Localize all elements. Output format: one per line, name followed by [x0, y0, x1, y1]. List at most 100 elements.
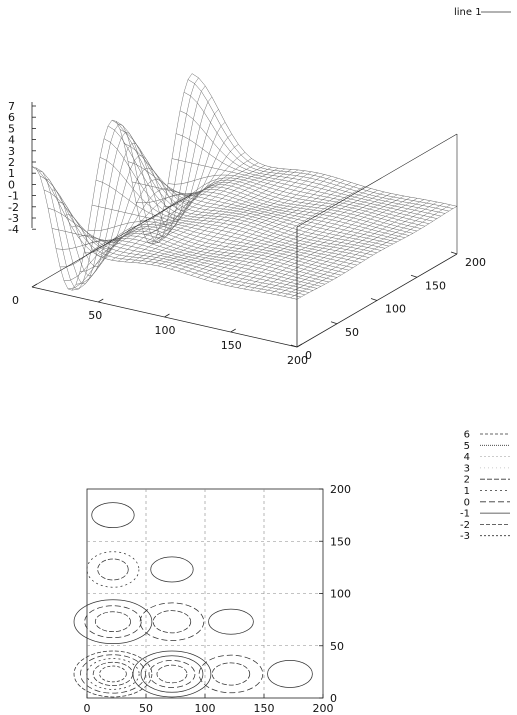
surface-mesh-line — [91, 158, 252, 252]
z-tick-label: 5 — [8, 122, 15, 135]
z-tick-label: -3 — [8, 212, 19, 225]
surface-mesh — [31, 73, 458, 300]
legend-label: -2 — [460, 520, 470, 531]
surface-mesh-line — [283, 203, 444, 297]
surface-plot: line 1 05010015020005010015020076543210-… — [8, 7, 511, 367]
surface-mesh-line — [164, 174, 325, 268]
top-edge-line — [296, 133, 458, 228]
surface-mesh-line — [177, 178, 338, 272]
surface-mesh-line — [210, 188, 372, 282]
contour-line — [211, 662, 251, 686]
y-tick-label: 100 — [330, 588, 351, 601]
z-tick-label: 7 — [8, 100, 15, 113]
surface-mesh-line — [237, 194, 398, 288]
surface-mesh-line — [65, 122, 226, 258]
y-tick-label: 150 — [425, 279, 446, 292]
contour-line — [152, 610, 192, 634]
contour-line — [91, 502, 135, 529]
contour-line — [86, 658, 140, 690]
contour-grid — [87, 489, 323, 698]
surface-mesh-line — [115, 121, 382, 251]
surface-mesh-line — [38, 77, 199, 290]
surface-mesh-line — [276, 201, 438, 296]
z-tick-label: 4 — [8, 134, 15, 147]
contour-line — [208, 608, 254, 635]
contour-line — [267, 660, 313, 688]
y-tick-label: 200 — [465, 256, 486, 269]
surface-mesh-line — [250, 197, 411, 291]
surface-mesh-line — [103, 138, 370, 258]
legend-label: line 1 — [454, 7, 482, 18]
surface-mesh-line — [144, 170, 305, 264]
y-tick-label: 0 — [330, 692, 337, 705]
legend-label: 3 — [464, 463, 470, 474]
surface-mesh-line — [104, 165, 266, 259]
y-tick-mark — [410, 274, 418, 278]
surface-mesh-line — [111, 167, 272, 261]
surface-mesh-line — [151, 171, 312, 265]
contour-line — [99, 665, 127, 683]
x-tick-mark — [230, 328, 236, 333]
contour-line — [97, 558, 129, 581]
contour-line — [73, 650, 153, 698]
legend-label: 6 — [464, 430, 470, 441]
contour-line — [84, 605, 142, 639]
surface-mesh-line — [197, 184, 358, 278]
surface-mesh-line — [78, 144, 239, 243]
surface-mesh-line — [223, 191, 385, 286]
surface-mesh-line — [157, 172, 319, 267]
x-tick-label: 100 — [155, 324, 176, 337]
legend-label: -1 — [460, 509, 470, 520]
x-tick-label: 0 — [84, 702, 91, 715]
surface-mesh-line — [39, 175, 306, 296]
x-tick-mark — [98, 298, 104, 303]
y-tick-mark — [330, 321, 338, 325]
surface-mesh-line — [190, 182, 352, 276]
contour-line — [80, 654, 146, 694]
surface-mesh-line — [58, 109, 219, 267]
z-tick-label: 2 — [8, 156, 15, 169]
surface-mesh-line — [98, 162, 259, 256]
x-tick-label: 200 — [287, 354, 308, 367]
contour-line — [94, 611, 131, 633]
x-tick-label: 100 — [195, 702, 216, 715]
surface-mesh-line — [263, 199, 425, 293]
contour-line — [148, 660, 196, 688]
y-tick-label: 50 — [330, 640, 344, 653]
contour-lines — [73, 502, 313, 698]
y-tick-mark — [290, 344, 298, 348]
surface-mesh-line — [137, 169, 299, 264]
surface-mesh-line — [45, 85, 206, 285]
surface-mesh-line — [183, 92, 450, 212]
legend-label: 0 — [464, 497, 470, 508]
legend-label: 2 — [464, 475, 470, 486]
z-tick-label: 6 — [8, 111, 15, 124]
z-tick-label: -2 — [8, 201, 19, 214]
surface-mesh-line — [257, 198, 418, 292]
back-axis-line — [31, 193, 193, 288]
surface-mesh-line — [243, 195, 405, 290]
x-tick-label: 50 — [88, 309, 102, 322]
surface-mesh-line — [71, 133, 232, 250]
x-tick-mark — [164, 313, 170, 318]
surface-mesh-line — [31, 73, 193, 291]
x-tick-label: 200 — [313, 702, 334, 715]
contour-line — [198, 654, 264, 694]
surface-mesh-line — [184, 180, 345, 274]
x-tick-label: 0 — [12, 294, 19, 307]
y-tick-label: 150 — [330, 535, 351, 548]
z-tick-label: 3 — [8, 145, 15, 158]
x-tick-label: 50 — [139, 702, 153, 715]
legend-label: 4 — [464, 452, 470, 463]
surface-mesh-line — [204, 186, 365, 280]
surface-mesh-line — [187, 79, 454, 209]
legend-label: -3 — [460, 531, 470, 542]
x-tick-mark — [31, 283, 38, 288]
y-tick-label: 100 — [385, 303, 406, 316]
z-tick-label: 1 — [8, 167, 15, 180]
